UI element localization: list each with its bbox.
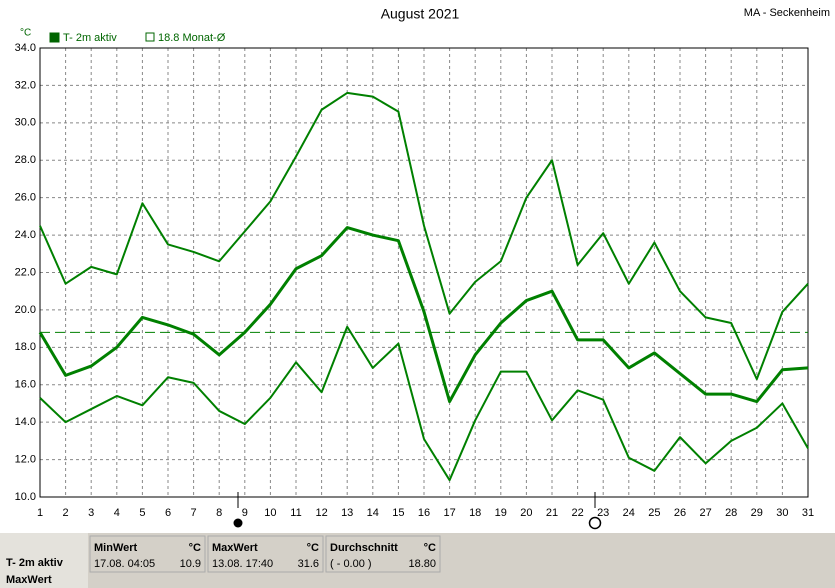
y-tick-label: 20.0 bbox=[15, 304, 36, 316]
stats-time: ( - 0.00 ) bbox=[330, 558, 372, 570]
stats-time: 13.08. 17:40 bbox=[212, 558, 273, 570]
stats-label-cell bbox=[0, 533, 88, 588]
x-tick-label: 7 bbox=[191, 507, 197, 519]
chart-background bbox=[0, 0, 835, 533]
x-tick-label: 3 bbox=[88, 507, 94, 519]
x-tick-label: 31 bbox=[802, 507, 814, 519]
x-tick-label: 27 bbox=[699, 507, 711, 519]
x-tick-label: 14 bbox=[367, 507, 379, 519]
x-tick-label: 2 bbox=[63, 507, 69, 519]
x-tick-label: 15 bbox=[392, 507, 404, 519]
x-tick-label: 9 bbox=[242, 507, 248, 519]
stats-title: MaxWert bbox=[212, 542, 258, 554]
stats-title: MinWert bbox=[94, 542, 138, 554]
stats-value: 10.9 bbox=[180, 558, 201, 570]
chart-title: August 2021 bbox=[381, 6, 460, 22]
stats-value: 18.80 bbox=[408, 558, 436, 570]
y-tick-label: 10.0 bbox=[15, 491, 36, 503]
y-tick-label: 26.0 bbox=[15, 192, 36, 204]
stats-sublabel: MaxWert bbox=[6, 574, 52, 586]
x-tick-label: 24 bbox=[623, 507, 635, 519]
plot-border bbox=[39, 47, 809, 498]
x-tick-label: 11 bbox=[290, 507, 301, 519]
y-tick-label: 18.0 bbox=[15, 341, 36, 353]
x-tick-label: 23 bbox=[597, 507, 609, 519]
x-tick-label: 22 bbox=[571, 507, 583, 519]
y-tick-label: 34.0 bbox=[15, 42, 36, 54]
y-tick-label: 28.0 bbox=[15, 154, 36, 166]
stats-title: Durchschnitt bbox=[330, 542, 398, 554]
y-tick-label: 12.0 bbox=[15, 453, 36, 465]
y-tick-label: 30.0 bbox=[15, 117, 36, 129]
stats-value: 31.6 bbox=[298, 558, 319, 570]
x-tick-label: 25 bbox=[648, 507, 660, 519]
x-tick-label: 6 bbox=[165, 507, 171, 519]
stats-time: 17.08. 04:05 bbox=[94, 558, 155, 570]
y-tick-label: 32.0 bbox=[15, 79, 36, 91]
y-tick-label: 16.0 bbox=[15, 379, 36, 391]
x-tick-label: 18 bbox=[469, 507, 481, 519]
stats-unit: °C bbox=[189, 542, 201, 554]
x-tick-label: 5 bbox=[139, 507, 145, 519]
legend-swatch bbox=[49, 32, 60, 43]
y-unit: °C bbox=[20, 28, 31, 39]
stats-cell bbox=[89, 535, 206, 573]
new-moon bbox=[233, 518, 243, 528]
x-tick-label: 1 bbox=[37, 507, 43, 519]
x-tick-label: 10 bbox=[264, 507, 276, 519]
full-moon bbox=[588, 516, 602, 530]
stats-unit: °C bbox=[307, 542, 319, 554]
stats-cell bbox=[325, 535, 441, 573]
x-tick-label: 29 bbox=[751, 507, 763, 519]
stats-unit: °C bbox=[424, 542, 436, 554]
y-tick-label: 14.0 bbox=[15, 416, 36, 428]
series-line bbox=[38, 226, 809, 404]
y-tick-label: 24.0 bbox=[15, 229, 36, 241]
x-tick-label: 19 bbox=[495, 507, 507, 519]
series-line bbox=[39, 91, 809, 381]
x-tick-label: 20 bbox=[520, 507, 532, 519]
x-tick-label: 8 bbox=[216, 507, 222, 519]
x-tick-label: 12 bbox=[315, 507, 327, 519]
x-tick-label: 16 bbox=[418, 507, 430, 519]
x-tick-label: 17 bbox=[443, 507, 455, 519]
x-tick-label: 13 bbox=[341, 507, 353, 519]
series-line bbox=[39, 325, 809, 482]
stats-label: T- 2m aktiv bbox=[6, 557, 64, 569]
x-tick-label: 28 bbox=[725, 507, 737, 519]
y-tick-label: 22.0 bbox=[15, 266, 36, 278]
x-tick-label: 4 bbox=[114, 507, 120, 519]
x-tick-label: 26 bbox=[674, 507, 686, 519]
x-tick-label: 30 bbox=[776, 507, 788, 519]
legend-swatch bbox=[145, 32, 155, 42]
stats-cell bbox=[207, 535, 324, 573]
x-tick-label: 21 bbox=[546, 507, 558, 519]
legend-label: T- 2m aktiv bbox=[63, 32, 117, 44]
legend-label: 18.8 Monat-Ø bbox=[158, 32, 226, 44]
station: MA - Seckenheim bbox=[744, 7, 830, 19]
